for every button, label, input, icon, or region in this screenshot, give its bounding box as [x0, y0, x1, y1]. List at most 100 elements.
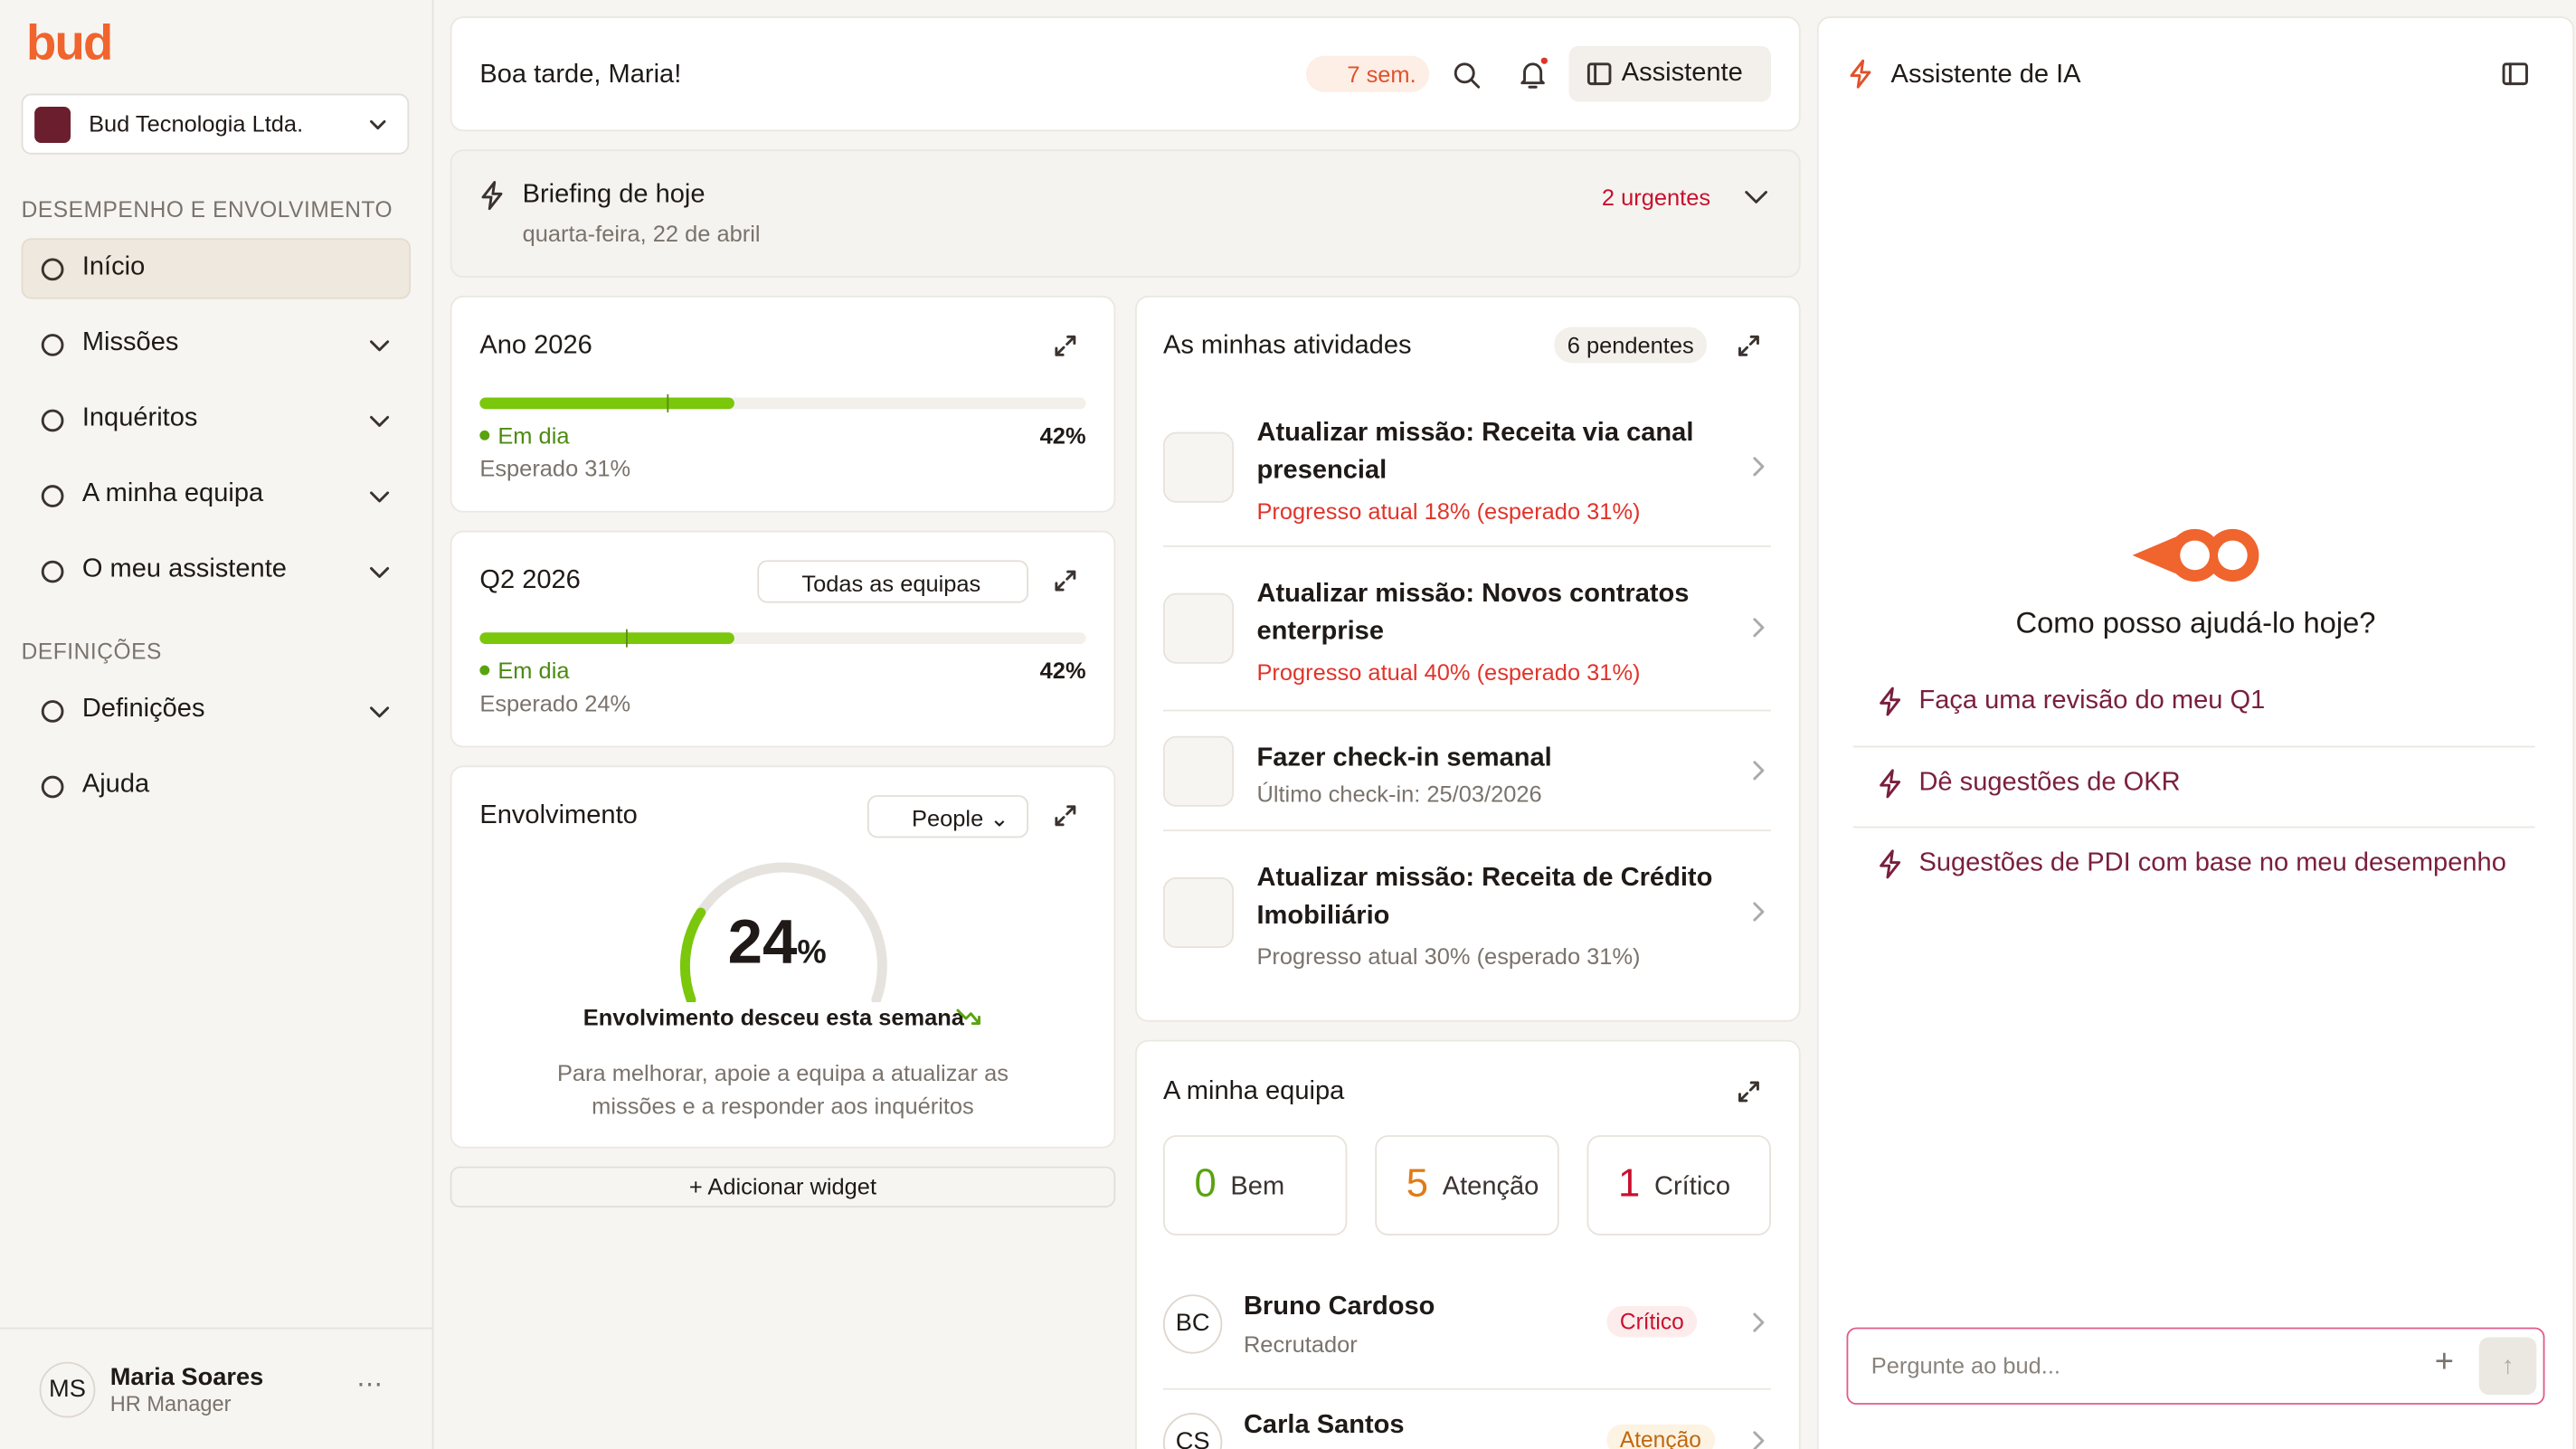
- engagement-value: 24%: [728, 908, 827, 979]
- trend: Envolvimento desceu esta semana: [582, 1003, 964, 1030]
- trend-icon: [956, 1009, 980, 1026]
- expected-marker: [625, 629, 628, 648]
- expected: Esperado 24%: [479, 689, 631, 716]
- nav-item[interactable]: Ajuda: [81, 770, 150, 799]
- nav-icon: [41, 700, 64, 723]
- add-widget[interactable]: + Adicionar widget: [450, 1166, 1116, 1208]
- count-box: [1375, 1135, 1559, 1236]
- activity-title[interactable]: Atualizar missão: Novos contratos enterp…: [1256, 580, 1690, 646]
- engagement-title: Envolvimento: [479, 801, 638, 830]
- expand-icon[interactable]: [1055, 570, 1087, 602]
- nav-item[interactable]: O meu assistente: [81, 554, 287, 583]
- chevron[interactable]: [1745, 614, 1777, 647]
- streak-badge: [1305, 55, 1430, 92]
- briefing-title: Briefing de hoje: [522, 180, 706, 209]
- assistant-panel: [1816, 16, 2575, 1449]
- nav-item[interactable]: Definições: [81, 695, 205, 724]
- value: 24: [727, 908, 798, 978]
- progress-fill: [479, 632, 734, 644]
- member-role: Recrutador: [1243, 1331, 1358, 1358]
- expand-icon[interactable]: [1738, 1081, 1760, 1103]
- gauge-value: [680, 907, 706, 1002]
- filter[interactable]: Todas as equipas: [757, 560, 1029, 603]
- more-button[interactable]: ⋯: [356, 1371, 384, 1400]
- unit: %: [797, 934, 827, 971]
- nav-item[interactable]: A minha equipa: [81, 479, 264, 508]
- briefing-date: quarta-feira, 22 de abril: [522, 220, 761, 247]
- company-logo: [34, 107, 71, 144]
- chat-input[interactable]: [1846, 1327, 2545, 1405]
- expand-icon[interactable]: [1055, 805, 1076, 827]
- attach-button[interactable]: +: [2434, 1343, 2454, 1380]
- nav-item[interactable]: Missões: [81, 328, 179, 357]
- search-icon[interactable]: [1453, 61, 1482, 90]
- card-title: Ano 2026: [479, 331, 592, 360]
- count-label: Atenção: [1442, 1172, 1539, 1201]
- bell-icon[interactable]: [1516, 57, 1548, 90]
- chevron[interactable]: [1745, 757, 1777, 790]
- member-name[interactable]: Carla Santos: [1243, 1411, 1405, 1440]
- engagement-card: [450, 765, 1116, 1149]
- separator: [1162, 709, 1771, 712]
- nav-icon: [41, 775, 64, 799]
- activity-title[interactable]: Atualizar missão: Receita de Crédito Imo…: [1256, 864, 1713, 931]
- activity-subtitle: Progresso atual 18% (esperado 31%): [1256, 497, 1641, 525]
- activity-subtitle: Último check-in: 25/03/2026: [1256, 780, 1542, 807]
- chevron[interactable]: [368, 411, 401, 443]
- nav-item[interactable]: Inquéritos: [81, 403, 198, 432]
- chevron[interactable]: [1745, 187, 1767, 207]
- activity-title[interactable]: Fazer check-in semanal: [1256, 743, 1552, 772]
- count-value: 1: [1618, 1161, 1641, 1207]
- filter-label: People: [912, 804, 984, 832]
- activity-icon: [1162, 592, 1235, 664]
- panel-icon[interactable]: [2502, 62, 2528, 86]
- progress-label: 42%: [1039, 657, 1086, 684]
- activity-title[interactable]: Atualizar missão: Receita via canal pres…: [1256, 419, 1694, 485]
- activity-subtitle: Progresso atual 40% (esperado 31%): [1256, 658, 1641, 686]
- chevron[interactable]: [1745, 899, 1777, 932]
- nav-icon: [41, 334, 64, 356]
- activities-card: [1135, 295, 1801, 1022]
- count-label: Crítico: [1654, 1172, 1730, 1201]
- chevron[interactable]: [1745, 1427, 1777, 1449]
- engagement-filter[interactable]: People ⌄: [867, 795, 1029, 838]
- nav-active: [21, 238, 412, 299]
- bolt-icon: [1880, 849, 1901, 879]
- company-select[interactable]: [21, 93, 410, 155]
- nav-icon: [41, 258, 64, 281]
- nav-item[interactable]: Início: [81, 252, 146, 281]
- user-footer: [0, 1327, 432, 1330]
- expand-icon[interactable]: [1055, 335, 1087, 368]
- suggestion[interactable]: Faça uma revisão do meu Q1: [1918, 687, 2266, 715]
- expected-marker: [668, 393, 669, 412]
- separator: [1162, 829, 1771, 832]
- assistant-button[interactable]: [1568, 45, 1771, 102]
- assistant-title: Assistente de IA: [1890, 61, 2081, 90]
- nav-icon: [41, 560, 64, 583]
- section-title: DESEMPENHO E ENVOLVIMENTO: [21, 196, 393, 223]
- chevron[interactable]: [368, 702, 401, 734]
- greeting: Boa tarde, Maria!: [479, 61, 682, 90]
- chevron: [370, 119, 386, 130]
- user-name: Maria Soares: [109, 1363, 264, 1392]
- chevron[interactable]: [368, 487, 401, 519]
- member-status: Crítico: [1606, 1305, 1698, 1338]
- suggestion[interactable]: Dê sugestões de OKR: [1918, 768, 2181, 796]
- chevron[interactable]: [1745, 453, 1777, 486]
- chevron[interactable]: [368, 562, 401, 594]
- separator: [1162, 545, 1771, 547]
- member-avatar: BC: [1162, 1294, 1223, 1354]
- send-button[interactable]: ↑: [2478, 1337, 2537, 1396]
- expand-icon[interactable]: [1738, 335, 1760, 357]
- logo: bud: [26, 16, 113, 71]
- add-label: Adicionar widget: [707, 1172, 877, 1199]
- team-title: A minha equipa: [1162, 1077, 1345, 1106]
- activity-subtitle: Progresso atual 30% (esperado 31%): [1256, 942, 1641, 970]
- member-name[interactable]: Bruno Cardoso: [1243, 1293, 1435, 1321]
- chevron[interactable]: [368, 336, 401, 368]
- bolt-icon: [481, 181, 503, 211]
- suggestion[interactable]: Sugestões de PDI com base no meu desempe…: [1918, 849, 2506, 877]
- tip: Para melhorar, apoie a equipa a atualiza…: [556, 1059, 1009, 1119]
- chevron[interactable]: [1745, 1310, 1777, 1342]
